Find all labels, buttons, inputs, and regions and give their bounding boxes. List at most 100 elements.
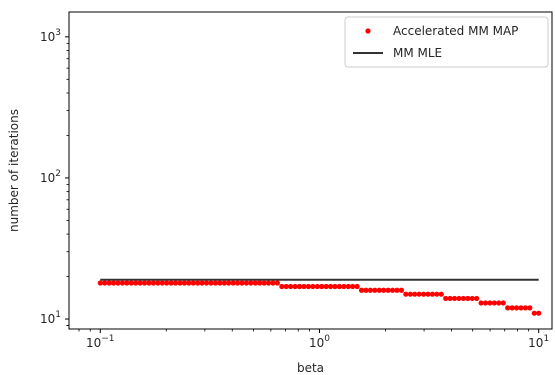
data-point xyxy=(221,280,227,286)
data-point xyxy=(164,280,170,286)
data-point xyxy=(505,305,511,311)
data-point xyxy=(460,295,467,302)
data-point xyxy=(226,280,232,286)
data-point xyxy=(310,283,316,290)
data-point xyxy=(181,280,188,286)
data-point xyxy=(146,280,152,286)
data-point xyxy=(274,280,281,286)
data-point xyxy=(425,291,431,297)
data-point xyxy=(239,280,245,286)
data-point xyxy=(172,280,179,286)
data-point xyxy=(150,280,157,286)
data-point xyxy=(478,300,484,306)
data-point xyxy=(363,287,369,293)
series-layer xyxy=(97,278,542,316)
data-point xyxy=(336,283,343,290)
data-point xyxy=(208,280,214,286)
data-point xyxy=(270,280,276,286)
data-point xyxy=(217,280,223,286)
data-point xyxy=(265,280,272,286)
data-point xyxy=(443,295,449,302)
data-point xyxy=(177,280,183,286)
x-tick-label: 101 xyxy=(528,334,549,350)
data-point xyxy=(230,280,236,286)
data-point xyxy=(292,283,298,290)
data-point xyxy=(381,287,387,293)
data-point xyxy=(341,283,347,290)
data-point xyxy=(97,280,103,286)
legend-box xyxy=(344,16,549,68)
y-axis-label: number of iterations xyxy=(7,109,21,232)
data-point xyxy=(305,283,312,290)
data-point xyxy=(416,291,422,297)
data-point xyxy=(434,291,440,297)
data-point xyxy=(482,300,489,306)
data-point xyxy=(124,280,130,286)
data-point xyxy=(509,305,515,311)
legend: Accelerated MM MAP MM MLE xyxy=(344,16,549,68)
data-point xyxy=(412,291,418,297)
data-point xyxy=(491,300,498,306)
data-point xyxy=(301,283,307,290)
data-point xyxy=(234,280,241,286)
data-point xyxy=(199,280,205,286)
data-point xyxy=(403,291,409,297)
x-axis: 10−1 100 101 xyxy=(78,329,549,350)
data-point xyxy=(252,280,258,286)
data-point xyxy=(296,283,303,290)
data-point xyxy=(288,283,294,290)
data-point xyxy=(119,280,126,286)
data-point xyxy=(345,283,351,290)
data-point xyxy=(398,287,405,293)
data-point xyxy=(115,280,121,286)
data-point xyxy=(248,280,254,286)
data-point xyxy=(527,305,533,311)
data-point xyxy=(465,295,471,302)
data-point xyxy=(327,283,334,290)
data-point xyxy=(438,291,444,297)
data-point xyxy=(155,280,161,286)
y-tick-label: 102 xyxy=(40,169,61,185)
data-point xyxy=(350,283,356,290)
data-point xyxy=(522,305,529,311)
data-point xyxy=(314,283,320,290)
data-point xyxy=(190,280,196,286)
data-point xyxy=(128,280,134,286)
data-point xyxy=(407,291,413,297)
y-tick-label: 103 xyxy=(40,28,61,44)
data-point xyxy=(389,287,396,293)
data-point xyxy=(102,280,108,286)
data-point xyxy=(447,295,453,302)
data-point xyxy=(133,280,139,286)
data-point xyxy=(319,283,325,290)
data-point xyxy=(513,305,520,311)
data-point xyxy=(531,310,537,316)
data-point xyxy=(500,300,506,306)
y-tick-label: 101 xyxy=(40,310,61,326)
data-point xyxy=(332,283,338,290)
y-axis: 101 102 103 xyxy=(40,28,69,326)
data-point xyxy=(429,291,436,297)
data-point xyxy=(367,287,374,293)
data-point xyxy=(141,280,148,286)
x-tick-label: 100 xyxy=(309,334,330,350)
legend-marker-accelerated-mm-map xyxy=(365,28,371,34)
data-point xyxy=(420,291,427,297)
data-point xyxy=(283,283,289,290)
data-point xyxy=(469,295,475,302)
legend-label-accelerated-mm-map: Accelerated MM MAP xyxy=(393,24,518,38)
data-point xyxy=(212,280,219,286)
data-point xyxy=(106,280,112,286)
data-point xyxy=(518,305,524,311)
data-point xyxy=(137,280,143,286)
data-point xyxy=(394,287,400,293)
data-point xyxy=(376,287,382,293)
data-point xyxy=(456,295,462,302)
data-point xyxy=(358,287,365,293)
data-point xyxy=(257,280,263,286)
data-point xyxy=(496,300,502,306)
legend-label-mm-mle: MM MLE xyxy=(393,46,442,60)
data-point xyxy=(168,280,174,286)
data-point xyxy=(203,280,210,286)
